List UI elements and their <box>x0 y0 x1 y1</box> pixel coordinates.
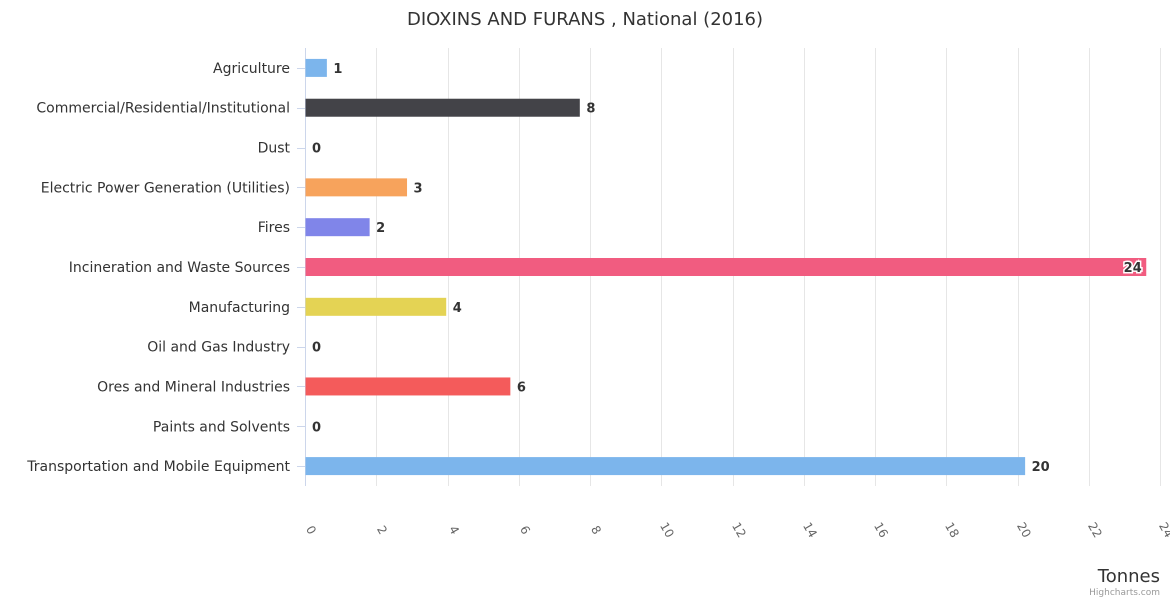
axes <box>297 48 306 486</box>
bar[interactable] <box>305 258 1147 276</box>
data-labels: 1 8 0 3 2 24 4 0 6 0 20 <box>312 62 1143 475</box>
x-tick-label: 22 <box>1085 520 1105 540</box>
x-tick-label: 12 <box>729 520 749 540</box>
category-label: Electric Power Generation (Utilities) <box>41 180 290 196</box>
category-label: Agriculture <box>213 61 290 77</box>
x-axis-tick-labels: 0 2 4 6 8 10 12 14 16 18 20 22 24 <box>303 520 1170 540</box>
data-label: 6 <box>517 380 526 395</box>
bar[interactable] <box>305 457 1026 476</box>
data-label: 8 <box>586 102 595 117</box>
data-label: 4 <box>453 301 462 316</box>
data-label: 2 <box>376 221 385 236</box>
bar[interactable] <box>305 377 511 396</box>
data-label: 3 <box>414 181 423 196</box>
category-label: Incineration and Waste Sources <box>69 260 290 276</box>
category-label: Paints and Solvents <box>153 419 290 435</box>
x-axis-title: Tonnes <box>1097 566 1160 587</box>
data-label: 0 <box>312 341 321 356</box>
x-tick-label: 18 <box>942 520 962 540</box>
credits-link[interactable]: Highcharts.com <box>1089 588 1160 598</box>
data-label: 0 <box>312 420 321 435</box>
x-tick-label: 14 <box>800 520 820 540</box>
category-label: Manufacturing <box>189 300 290 316</box>
x-tick-label: 20 <box>1014 520 1034 540</box>
data-label: 1 <box>333 62 342 77</box>
x-tick-label: 24 <box>1156 520 1170 540</box>
x-tick-label: 6 <box>517 523 533 537</box>
bar[interactable] <box>305 58 327 77</box>
bar[interactable] <box>305 297 447 316</box>
category-label: Transportation and Mobile Equipment <box>26 459 290 475</box>
x-tick-label: 8 <box>588 523 604 537</box>
bars <box>305 58 1147 476</box>
bar[interactable] <box>305 178 408 197</box>
data-label: 24 <box>1124 261 1142 276</box>
x-tick-label: 2 <box>374 523 390 537</box>
data-label: 0 <box>312 142 321 157</box>
category-label: Ores and Mineral Industries <box>97 379 290 395</box>
category-label: Fires <box>258 220 290 236</box>
chart-title: DIOXINS AND FURANS , National (2016) <box>407 9 763 30</box>
data-label: 20 <box>1032 460 1050 475</box>
category-label: Oil and Gas Industry <box>147 340 290 356</box>
category-labels: Agriculture Commercial/Residential/Instit… <box>26 61 290 475</box>
category-label: Commercial/Residential/Institutional <box>36 101 290 117</box>
category-label: Dust <box>258 141 291 157</box>
x-tick-label: 4 <box>446 523 462 537</box>
bar[interactable] <box>305 98 580 117</box>
x-tick-label: 10 <box>657 520 677 540</box>
x-tick-label: 16 <box>871 520 891 540</box>
bar[interactable] <box>305 218 370 237</box>
x-tick-label: 0 <box>303 523 319 537</box>
